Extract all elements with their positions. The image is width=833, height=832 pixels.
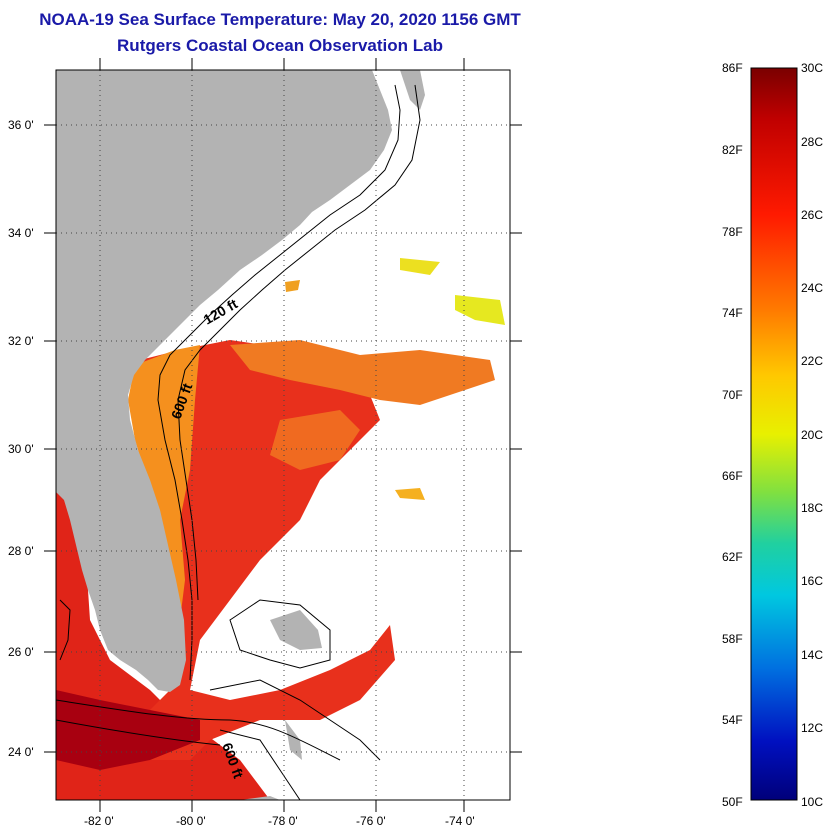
cbar-c-18: 18C xyxy=(801,501,824,515)
lat-label-30: 30 0' xyxy=(8,442,34,456)
lat-label-36: 36 0' xyxy=(8,118,34,132)
land-outer-banks xyxy=(400,70,425,110)
map-title: NOAA-19 Sea Surface Temperature: May 20,… xyxy=(39,10,521,29)
lat-label-32: 32 0' xyxy=(8,334,34,348)
cool-patch-1 xyxy=(400,258,440,275)
lon-label-82: -82 0' xyxy=(84,814,114,828)
cool-patch-4 xyxy=(285,280,300,292)
cbar-c-14: 14C xyxy=(801,648,824,662)
cbar-f-74: 74F xyxy=(722,306,743,320)
lon-label-74: -74 0' xyxy=(445,814,475,828)
land-cuba-edge xyxy=(240,796,280,800)
cbar-c-22: 22C xyxy=(801,354,824,368)
map-frame xyxy=(55,69,511,801)
cbar-c-12: 12C xyxy=(801,721,824,735)
cbar-f-86: 86F xyxy=(722,61,743,75)
land-bahamas-2 xyxy=(285,720,302,760)
land-bahamas-1 xyxy=(270,610,322,650)
cbar-c-16: 16C xyxy=(801,574,824,588)
land-florida-southeast xyxy=(56,70,392,692)
cbar-f-82: 82F xyxy=(722,143,743,157)
map-subtitle: Rutgers Coastal Ocean Observation Lab xyxy=(117,36,443,55)
cbar-c-24: 24C xyxy=(801,281,824,295)
lat-label-28: 28 0' xyxy=(8,544,34,558)
lon-label-76: -76 0' xyxy=(356,814,386,828)
cbar-f-62: 62F xyxy=(722,550,743,564)
cbar-f-58: 58F xyxy=(722,632,743,646)
depth-contours xyxy=(56,84,421,800)
lat-label-24: 24 0' xyxy=(8,745,34,759)
cbar-f-70: 70F xyxy=(722,388,743,402)
lon-label-78: -78 0' xyxy=(268,814,298,828)
cbar-c-30: 30C xyxy=(801,61,824,75)
graticule xyxy=(56,70,510,800)
cool-patch-2 xyxy=(455,295,505,325)
cbar-c-26: 26C xyxy=(801,208,824,222)
florida-strait-water xyxy=(56,690,200,770)
cbar-f-50: 50F xyxy=(722,795,743,809)
cbar-c-10: 10C xyxy=(801,795,824,809)
axis-ticks xyxy=(44,58,522,812)
temperature-colorbar xyxy=(750,67,798,801)
cbar-c-28: 28C xyxy=(801,135,824,149)
cbar-f-66: 66F xyxy=(722,469,743,483)
offshore-patch xyxy=(270,410,360,470)
lat-label-34: 34 0' xyxy=(8,226,34,240)
lat-label-26: 26 0' xyxy=(8,645,34,659)
cool-patch-3 xyxy=(395,488,425,500)
offshore-warm-band xyxy=(230,340,495,405)
cbar-c-20: 20C xyxy=(801,428,824,442)
lon-label-80: -80 0' xyxy=(176,814,206,828)
cbar-f-54: 54F xyxy=(722,713,743,727)
cbar-f-78: 78F xyxy=(722,225,743,239)
